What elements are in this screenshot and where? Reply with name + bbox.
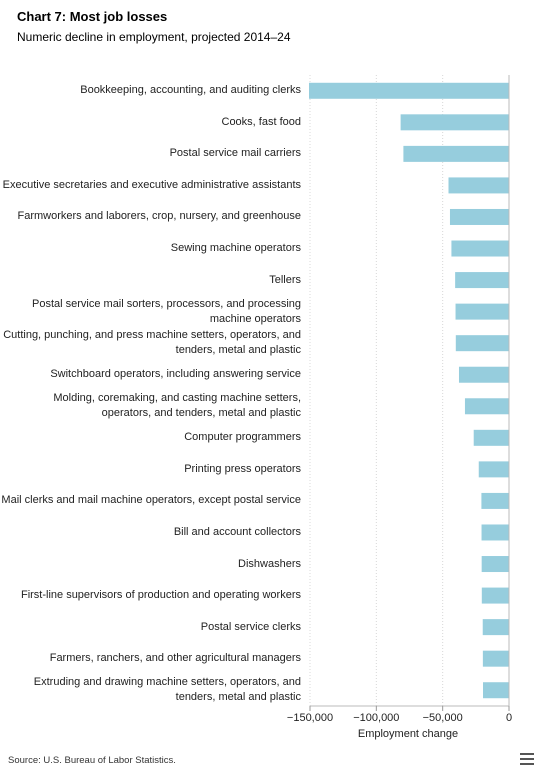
bar-3 [448,177,509,194]
category-label-4: Farmworkers and laborers, crop, nursery,… [17,210,302,223]
bar-14 [481,524,509,541]
chart-title: Chart 7: Most job losses [17,9,168,24]
bar-2 [403,145,509,162]
bar-16 [481,587,509,604]
bar-17 [482,619,509,636]
bar-18 [482,650,509,667]
category-label-1: Cooks, fast food [221,115,302,128]
category-label-18: Farmers, ranchers, and other agricultura… [49,652,301,665]
category-label-8: Cutting, punching, and press machine set… [3,329,301,357]
bar-0 [309,82,509,99]
x-tick-label-2: −50,000 [423,712,463,724]
category-label-12: Printing press operators [184,462,301,475]
bar-11 [473,429,509,446]
category-label-3: Executive secretaries and executive admi… [2,178,301,191]
x-tick-label-0: −150,000 [287,712,333,724]
bar-12 [478,461,509,478]
bar-1 [400,114,509,131]
category-label-0: Bookkeeping, accounting, and auditing cl… [80,84,301,97]
x-axis-title: Employment change [358,728,458,740]
bar-6 [455,272,509,289]
bar-19 [482,682,509,699]
chart-subtitle: Numeric decline in employment, projected… [17,30,291,44]
category-label-13: Mail clerks and mail machine operators, … [1,494,301,507]
category-label-2: Postal service mail carriers [169,147,301,160]
category-label-17: Postal service clerks [200,620,301,633]
category-label-5: Sewing machine operators [170,242,301,255]
x-tick-label-1: −100,000 [353,712,399,724]
category-label-10: Molding, coremaking, and casting machine… [53,392,301,420]
category-label-16: First-line supervisors of production and… [20,589,301,602]
bar-7 [455,303,509,320]
category-label-6: Tellers [269,273,301,286]
category-label-7: Postal service mail sorters, processors,… [32,297,301,325]
hamburger-menu-icon[interactable] [520,753,534,766]
category-label-11: Computer programmers [184,431,301,444]
bar-8 [455,335,509,352]
category-label-9: Switchboard operators, including answeri… [50,368,301,381]
category-label-14: Bill and account collectors [173,525,301,538]
bar-5 [451,240,509,257]
x-tick-label-3: 0 [506,712,512,724]
source-note: Source: U.S. Bureau of Labor Statistics. [8,755,176,766]
bar-15 [481,556,509,573]
category-label-15: Dishwashers [238,557,301,570]
bar-10 [464,398,509,415]
bar-4 [449,208,509,225]
bar-13 [481,492,509,509]
bar-9 [458,366,509,383]
category-label-19: Extruding and drawing machine setters, o… [33,676,301,704]
